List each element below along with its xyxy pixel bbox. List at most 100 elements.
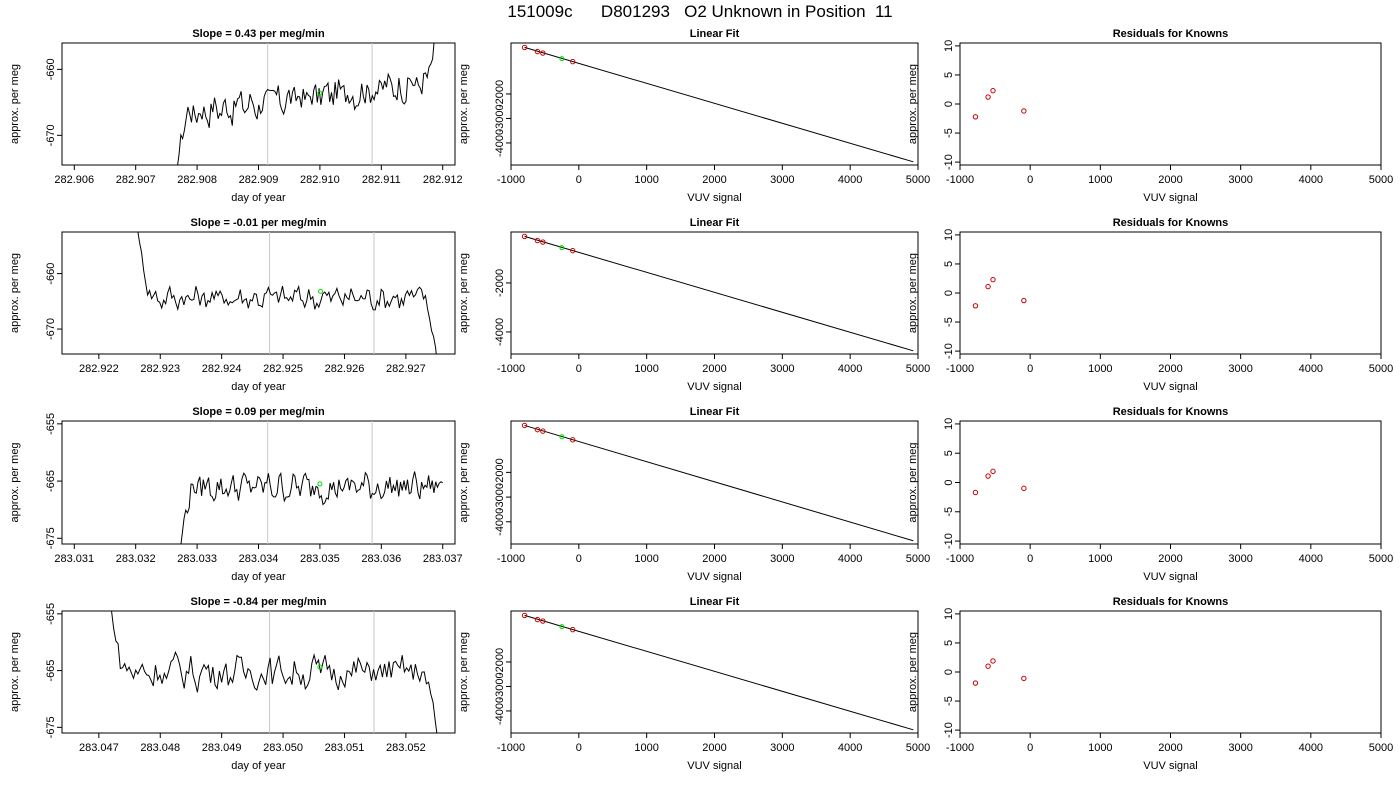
x-tick-label: 1000	[1088, 553, 1112, 565]
unknown-point	[559, 624, 565, 630]
x-tick-label: 5000	[906, 174, 930, 186]
y-tick-label: 5	[943, 450, 955, 456]
x-tick-label: -1000	[497, 742, 525, 754]
x-tick-label: 0	[1027, 363, 1033, 375]
known-point	[570, 58, 576, 65]
known-point	[521, 44, 528, 51]
x-tick-label: 4000	[1299, 174, 1323, 186]
panel-r3-c3: Residuals for Knowns -1000 0 1000 2000 3000 40…	[907, 406, 1393, 583]
y-tick-label: -655	[45, 603, 57, 625]
plot-frame	[959, 420, 1382, 545]
known-point	[570, 626, 576, 633]
x-tick-label: 4000	[838, 742, 862, 754]
known-point	[1021, 108, 1027, 114]
plot-area	[137, 232, 437, 354]
y-tick-label: -5	[943, 128, 955, 138]
x-tick-label: 3000	[770, 363, 794, 375]
y-axis-label: approx. per meg	[907, 253, 919, 333]
y-tick-label: 5	[943, 72, 955, 78]
x-tick-label: 282.911	[362, 174, 401, 186]
known-point	[990, 276, 996, 283]
y-tick-label: 0	[943, 101, 955, 107]
plot-frame	[61, 42, 456, 166]
y-tick-label: -4000	[494, 129, 506, 157]
known-point	[521, 422, 528, 429]
unknown-point	[317, 664, 323, 670]
y-tick-label: -675	[45, 716, 57, 738]
x-axis-label: day of year	[231, 571, 286, 583]
known-point	[540, 428, 546, 434]
x-tick-label: 282.907	[116, 174, 156, 186]
panel-r3-c2: Linear Fit -1000 0 1000 2000 3000 4000 5000 -200…	[458, 406, 930, 583]
y-tick-label: -5	[943, 696, 955, 706]
x-tick-label: -1000	[946, 553, 974, 565]
x-tick-label: 282.906	[54, 174, 94, 186]
y-tick-label: -4000	[494, 697, 506, 725]
plot-frame	[959, 231, 1382, 355]
unknown-point	[318, 288, 324, 294]
x-tick-label: 282.909	[239, 174, 279, 186]
known-point	[990, 468, 996, 475]
x-tick-label: 0	[1027, 553, 1033, 565]
known-point	[534, 237, 541, 244]
y-axis-label: approx. per meg	[458, 442, 470, 522]
x-tick-label: 2000	[1158, 553, 1182, 565]
x-tick-label: 3000	[770, 553, 794, 565]
y-tick-label: -10	[943, 154, 955, 170]
known-point	[540, 239, 546, 245]
x-tick-label: 2000	[1158, 174, 1182, 186]
y-tick-label: 10	[943, 229, 955, 241]
x-tick-label: 283.049	[202, 742, 242, 754]
series-line	[111, 611, 438, 733]
x-axis-label: VUV signal	[687, 381, 741, 393]
x-tick-label: 4000	[838, 174, 862, 186]
x-tick-label: 1000	[1088, 363, 1112, 375]
x-tick-label: 283.048	[140, 742, 180, 754]
x-tick-label: 2000	[702, 742, 726, 754]
known-point	[1021, 675, 1027, 682]
y-axis-label: approx. per meg	[9, 64, 21, 144]
y-tick-label: -670	[45, 318, 57, 340]
y-tick-label: -2000	[494, 80, 506, 108]
plot-area	[180, 421, 443, 544]
x-tick-label: 282.912	[423, 174, 463, 186]
x-tick-label: 0	[576, 363, 582, 375]
known-point	[521, 612, 528, 619]
panel-r2-c2: Linear Fit -1000 0 1000 2000 3000 4000 5000 -200…	[458, 217, 930, 393]
x-tick-label: 0	[1027, 174, 1033, 186]
x-tick-label: 283.034	[239, 553, 279, 565]
plot-area	[521, 612, 914, 731]
y-axis-label: approx. per meg	[907, 632, 919, 712]
x-tick-label: 283.037	[423, 553, 463, 565]
known-point	[570, 437, 576, 443]
series-line	[177, 43, 435, 165]
panel-title: Linear Fit	[690, 217, 740, 229]
panel-title: Slope = 0.43 per meg/min	[192, 28, 325, 40]
panel-title: Residuals for Knowns	[1113, 217, 1229, 229]
x-axis-label: day of year	[231, 381, 286, 393]
known-point	[570, 247, 576, 254]
panel-title: Linear Fit	[690, 28, 740, 40]
fit-line	[524, 46, 914, 163]
x-axis-label: VUV signal	[687, 760, 741, 772]
plot-area	[521, 233, 914, 352]
known-point	[534, 616, 541, 623]
y-tick-label: -2000	[494, 269, 506, 297]
x-tick-label: 1000	[1088, 174, 1112, 186]
y-tick-label: -3000	[494, 104, 506, 132]
x-tick-label: 3000	[1228, 174, 1252, 186]
y-axis-label: approx. per meg	[907, 442, 919, 522]
y-tick-label: -665	[45, 470, 57, 492]
plot-frame	[61, 420, 456, 545]
y-tick-label: -660	[45, 263, 57, 285]
x-tick-label: 3000	[770, 174, 794, 186]
x-axis-label: VUV signal	[1143, 571, 1197, 583]
y-tick-label: 10	[943, 608, 955, 620]
known-point	[534, 426, 541, 433]
fit-line	[524, 235, 914, 352]
plot-area	[972, 276, 1027, 309]
panel-title: Slope = 0.09 per meg/min	[192, 406, 325, 418]
unknown-point	[559, 245, 565, 251]
known-point	[985, 94, 991, 100]
